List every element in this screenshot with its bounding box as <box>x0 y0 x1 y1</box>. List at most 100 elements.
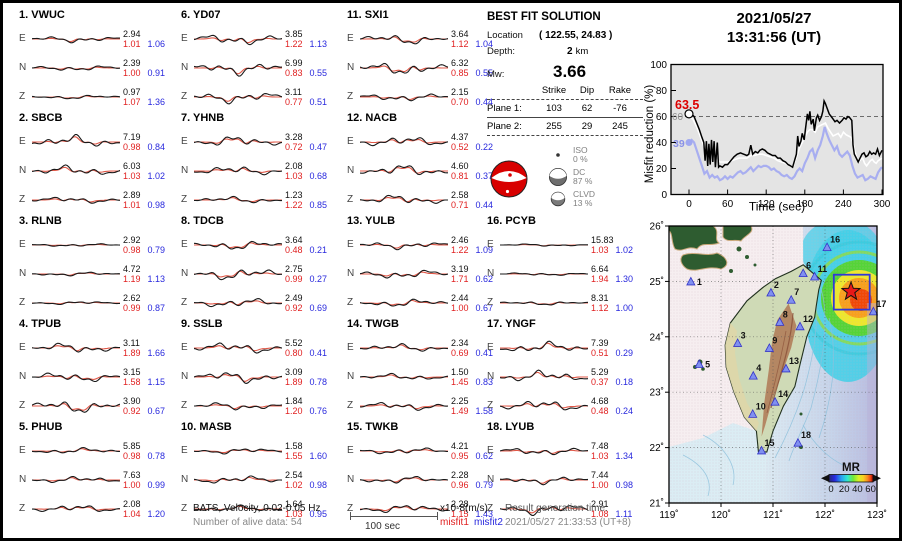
misfit2-value: 0.98 <box>309 479 328 490</box>
amplitude-value: 3.85 <box>285 28 303 39</box>
component-label: N <box>487 474 495 485</box>
component-label: E <box>19 33 26 44</box>
misfit-values: 0.98 0.78 <box>123 451 165 461</box>
waveform-plot <box>360 269 448 279</box>
misfit-values: 1.45 0.83 <box>451 377 493 387</box>
misfit-values: 0.81 0.37 <box>451 171 493 181</box>
misfit1-value: 1.03 <box>123 170 141 181</box>
fit-values: 5.52 0.80 0.41 <box>285 338 327 358</box>
x-axis-label: Time (sec) <box>749 200 805 214</box>
divider <box>487 135 643 136</box>
misfit-values: 0.70 0.44 <box>451 97 493 107</box>
waveform-plot <box>360 164 448 175</box>
misfit-values: 1.55 1.60 <box>285 451 327 461</box>
misfit-values: 0.85 0.55 <box>451 68 493 78</box>
station-code: 1. VWUC <box>19 9 65 21</box>
component-label: N <box>19 268 27 279</box>
amplitude-value: 2.25 <box>451 395 469 406</box>
misfit-values: 1.94 1.30 <box>591 274 633 284</box>
misfit1-value: 1.45 <box>451 376 469 387</box>
misfit1-value: 1.08 <box>591 508 609 519</box>
misfit1-value: 1.03 <box>285 170 303 181</box>
component-label: E <box>19 342 26 353</box>
station-block: 17. YNGF E 7.39 0.51 0.29 N 5.29 0.37 0.18 Z 4.68 0… <box>487 318 647 421</box>
misfit1-value: 1.49 <box>451 405 469 416</box>
svg-text:123˚: 123˚ <box>867 509 887 521</box>
amplitude-value: 2.91 <box>591 498 609 509</box>
misfit2-value: 0.47 <box>309 141 328 152</box>
misfit2-value: 0.67 <box>147 405 166 416</box>
component-label: E <box>347 445 354 456</box>
station-triangle-icon <box>756 445 767 455</box>
misfit1-value: 0.81 <box>451 170 469 181</box>
decomposition-list: ISO 0 % DC 87 % <box>547 146 595 211</box>
misfit1-value: 0.98 <box>123 141 141 152</box>
component-row: N 4.60 0.81 0.37 <box>347 156 507 185</box>
fit-values: 3.15 1.58 1.15 <box>123 367 165 387</box>
misfit1-value: 1.22 <box>285 199 303 210</box>
amplitude-value: 2.28 <box>451 469 469 480</box>
component-row: N 2.28 0.96 0.79 <box>347 465 507 494</box>
misfit1-value: 0.52 <box>451 141 469 152</box>
svg-text:100: 100 <box>650 60 667 71</box>
fit-values: 3.28 0.72 0.47 <box>285 132 327 152</box>
amplitude-value: 3.15 <box>123 366 141 377</box>
misfit1-value: 0.99 <box>123 302 141 313</box>
component-label: N <box>487 371 495 382</box>
misfit-values: 1.15 1.43 <box>451 509 493 519</box>
misfit-values: 1.22 1.09 <box>451 245 493 255</box>
map-grid <box>669 226 877 503</box>
component-label: Z <box>19 194 26 205</box>
amplitude-value: 2.62 <box>123 292 141 303</box>
station-triangle-icon <box>766 287 776 297</box>
station-code: 2. SBCB <box>19 112 63 124</box>
misfit2-value: 0.84 <box>147 141 166 152</box>
misfit-values: 1.03 0.68 <box>285 171 327 181</box>
misfit1-value: 1.00 <box>123 479 141 490</box>
component-label: N <box>19 474 27 485</box>
amplitude-value: 3.64 <box>451 28 469 39</box>
mw-value: 3.66 <box>553 62 587 81</box>
fit-values: 6.03 1.03 1.02 <box>123 161 165 181</box>
component-label: N <box>181 165 189 176</box>
component-label: N <box>181 268 189 279</box>
station-block: 9. SSLB E 5.52 0.80 0.41 N 3.09 1.89 0.78 Z 1.84 1.… <box>181 318 341 421</box>
amplitude-unit: x10-8(m/s) <box>440 503 488 514</box>
waveform-plot <box>32 94 120 99</box>
amplitude-value: 4.60 <box>451 160 469 171</box>
clvd-beachball-icon <box>547 191 569 207</box>
fit-values: 2.58 0.71 0.44 <box>451 190 493 210</box>
amplitude-value: 2.15 <box>451 86 469 97</box>
station-number-label: 10 <box>756 401 766 411</box>
misfit2-value: 1.34 <box>615 450 634 461</box>
misfit2-value: 0.41 <box>475 347 494 358</box>
mr-colorbar: MR 0 20 40 60 <box>821 462 881 495</box>
misfit2-value: 0.55 <box>475 67 494 78</box>
waveform-plot <box>32 400 120 413</box>
misfit-values: 1.89 1.66 <box>123 348 165 358</box>
component-label: E <box>19 136 26 147</box>
waveform-column-3: 11. SXI1 E 3.64 1.12 1.04 N 6.32 0.85 0.55 Z 2.15 0… <box>347 9 507 524</box>
misfit2-value: 0.98 <box>147 199 166 210</box>
station-number-label: 13 <box>789 356 799 366</box>
reference-annotation: 39 <box>673 138 685 150</box>
component-label: Z <box>181 91 188 102</box>
station-triangle-icon <box>822 242 832 252</box>
waveform-plot <box>360 298 448 307</box>
waveform-plot <box>32 475 120 483</box>
fit-values: 4.72 1.19 1.13 <box>123 264 165 284</box>
misfit-values: 1.49 1.58 <box>451 406 493 416</box>
misfit1-value: 0.71 <box>451 199 469 210</box>
station-block: 16. PCYB E 15.83 1.03 1.02 N 6.64 1.94 1.30 Z 8.31… <box>487 215 647 318</box>
fit-values: 3.64 0.48 0.21 <box>285 235 327 255</box>
component-label: N <box>347 62 355 73</box>
misfit1-value: 1.89 <box>123 347 141 358</box>
station-code: 7. YHNB <box>181 112 225 124</box>
misfit-values: 1.58 1.15 <box>123 377 165 387</box>
waveform-plot <box>32 372 120 382</box>
waveform-plot <box>360 475 448 484</box>
amplitude-value: 3.28 <box>285 131 303 142</box>
component-row: E 2.94 1.01 1.06 <box>19 24 179 53</box>
component-label: Z <box>347 91 354 102</box>
